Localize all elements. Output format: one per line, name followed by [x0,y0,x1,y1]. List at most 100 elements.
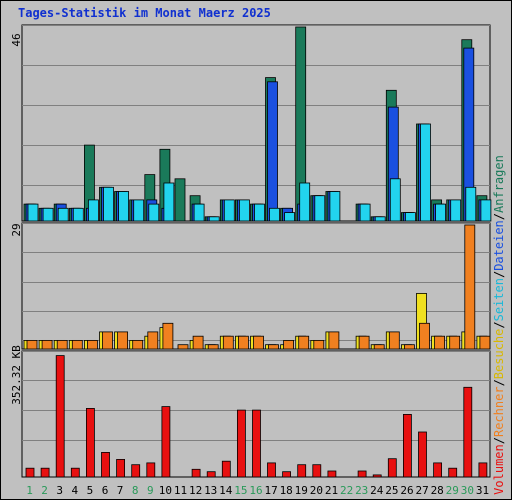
bar-volumen-day-19 [297,464,307,478]
bar-seiten-day-3 [57,207,69,222]
legend-seiten: Seiten [492,278,506,321]
bar-volumen-day-14 [221,460,231,478]
x-tick-label: 1 [26,484,33,497]
bar-seiten-day-16 [254,203,265,222]
bar-volumen-day-24 [372,474,382,478]
x-axis-day-labels: 1 2 3 4 5 6 7 8 9 10 11 12 13 14 15 16 17 18 19 20 21 22 23 24 2… [26,484,489,497]
bar-volumen-day-30 [463,386,473,478]
bar-seiten-day-31 [480,199,492,222]
bar-rechner-day-9 [147,331,159,350]
legend-sep-5: / [492,213,506,220]
bar-seiten-day-7 [118,191,129,222]
bar-rechner-day-6 [102,331,113,350]
bar-rechner-day-27 [419,322,430,350]
x-tick-label: 12 [189,484,202,497]
x-tick-label: 24 [370,484,384,497]
bar-seiten-day-13 [208,216,220,222]
bar-rechner-day-3 [56,339,68,350]
bar-volumen-day-20 [312,464,322,478]
x-tick-label: 8 [132,484,139,497]
legend-sep-1: / [492,437,506,444]
bar-rechner-day-15 [237,335,249,350]
bar-volumen-day-2 [40,467,50,478]
bar-volumen-day-8 [131,464,141,478]
legend-volumen: Volumen [492,444,506,495]
bar-seiten-day-15 [238,199,250,222]
bar-seiten-day-19 [299,182,311,222]
bar-volumen-day-1 [25,467,35,478]
bar-volumen-day-4 [70,467,80,478]
x-tick-label: 20 [310,484,323,497]
x-tick-label: 6 [102,484,109,497]
bar-volumen-day-7 [116,458,125,478]
bar-rechner-day-26 [403,344,415,350]
x-tick-label: 5 [87,484,94,497]
bar-rechner-day-21 [328,331,340,350]
x-tick-label: 7 [117,484,124,497]
panel-volume [21,350,491,478]
bar-rechner-day-31 [479,335,491,350]
ymax-label-requests: 46 [10,33,23,46]
bar-rechner-day-29 [449,335,461,350]
bar-seiten-day-17 [269,207,280,222]
panel-requests [21,24,492,222]
x-tick-label: 29 [446,484,459,497]
bar-seiten-day-6 [103,186,114,222]
bar-rechner-day-23 [358,335,370,350]
bar-rechner-day-18 [283,339,295,350]
bar-rechner-day-5 [87,339,98,350]
bar-seiten-day-25 [389,178,401,222]
bar-volumen-day-3 [55,355,65,478]
ymax-label-visits: 29 [10,223,23,236]
bar-seiten-day-21 [329,191,341,222]
bar-volumen-day-31 [478,462,488,478]
x-tick-label: 4 [71,484,78,497]
x-tick-label: 26 [400,484,413,497]
bar-volumen-day-18 [282,471,292,478]
bar-seiten-day-5 [88,199,99,222]
bar-rechner-day-13 [207,344,219,350]
bar-volumen-day-27 [418,431,427,478]
bar-seiten-day-27 [420,123,431,222]
bar-seiten-day-12 [193,203,205,222]
bar-rechner-day-8 [132,339,144,350]
bar-rechner-day-2 [41,339,53,350]
bar-rechner-day-30 [464,224,476,350]
plot-area [21,222,491,350]
x-tick-label: 11 [174,484,187,497]
x-tick-label: 25 [385,484,398,497]
x-tick-label: 3 [56,484,63,497]
bar-seiten-day-26 [404,212,416,222]
bar-seiten-day-8 [133,199,145,222]
x-tick-label: 23 [355,484,368,497]
bar-rechner-day-25 [388,331,400,350]
bar-rechner-day-16 [253,335,264,350]
bar-rechner-day-11 [177,344,189,350]
bar-anfragen-day-11 [174,178,186,222]
bar-seiten-day-1 [27,203,39,222]
x-tick-label: 17 [264,484,277,497]
bar-seiten-day-9 [148,203,160,222]
bar-volumen-day-17 [267,462,276,478]
bar-seiten-day-30 [465,186,477,222]
bar-volumen-day-15 [236,409,246,478]
bar-volumen-day-26 [402,413,412,478]
bar-seiten-day-24 [374,216,386,222]
bar-seiten-day-10 [163,182,175,222]
bar-volumen-day-23 [357,470,367,478]
bar-rechner-day-10 [162,322,174,350]
bar-rechner-day-12 [192,335,204,350]
x-tick-label: 13 [204,484,217,497]
legend-dateien: Dateien [492,220,506,271]
bar-volumen-day-16 [252,409,261,478]
bar-rechner-day-20 [313,339,325,350]
bar-seiten-day-28 [435,203,447,222]
bar-seiten-day-18 [284,212,296,222]
bar-volumen-day-9 [146,462,156,478]
x-tick-label: 18 [280,484,293,497]
x-tick-label: 21 [325,484,338,497]
vertical-legend: Volumen/Rechner/Besuche/Seiten/Dateien/A… [492,155,506,495]
x-tick-label: 30 [461,484,474,497]
bar-volumen-day-25 [387,458,397,478]
